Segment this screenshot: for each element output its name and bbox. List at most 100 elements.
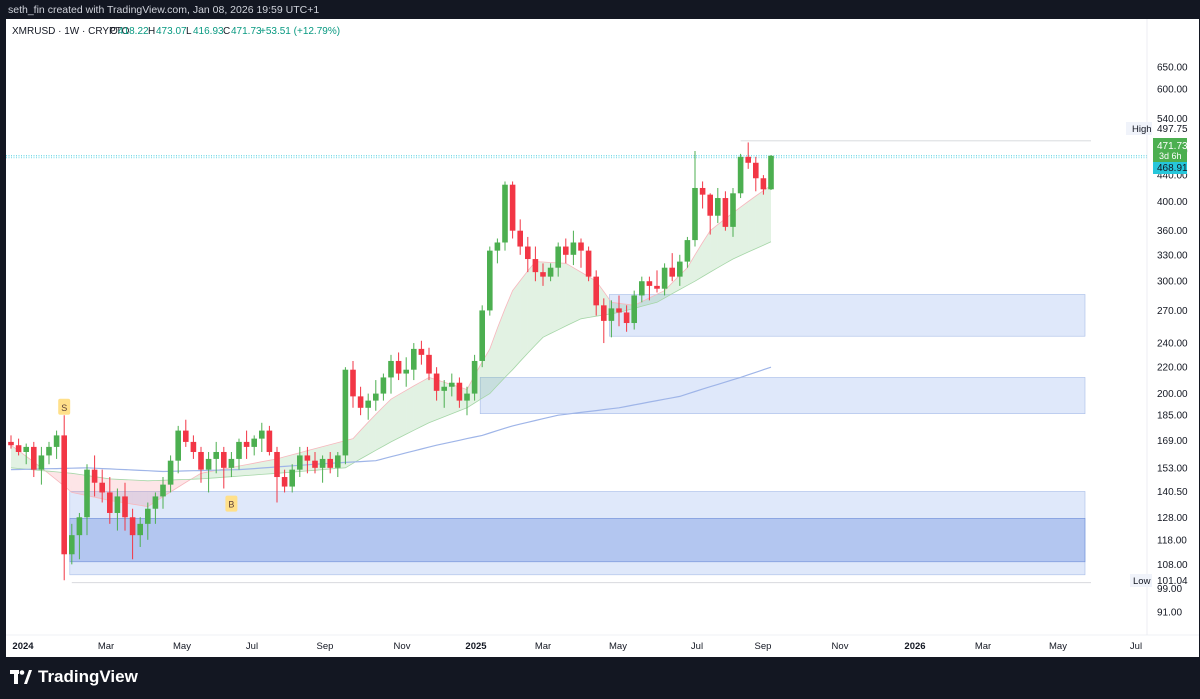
candle-body xyxy=(639,281,645,296)
ema-ribbon-segment xyxy=(717,218,726,268)
signal-badge xyxy=(225,495,238,512)
candle-body xyxy=(471,360,478,394)
time-tick-label: Mar xyxy=(98,641,114,652)
candle xyxy=(213,441,219,474)
candle-body xyxy=(654,285,660,289)
time-tick-label: May xyxy=(609,641,627,652)
candle xyxy=(768,155,774,191)
candle-body xyxy=(107,492,113,513)
tradingview-logo[interactable]: TradingView xyxy=(10,667,138,687)
candle-body xyxy=(585,250,592,277)
time-tick-label: 2024 xyxy=(12,641,34,652)
ema-ribbon-segment xyxy=(353,430,361,464)
ema-ribbon-segment xyxy=(406,385,414,435)
candle-body xyxy=(418,348,425,355)
candle xyxy=(502,181,508,251)
price-tick-label: 400.00 xyxy=(1157,197,1188,208)
high-value: 497.75 xyxy=(1157,124,1188,135)
price-tick-label: 153.00 xyxy=(1157,463,1188,474)
time-tick-label: Sep xyxy=(317,641,334,652)
ema-ribbon-segment xyxy=(421,377,429,427)
candle xyxy=(160,477,166,509)
price-tick-label: 330.00 xyxy=(1157,250,1188,261)
candle-body xyxy=(768,155,774,190)
credit-text: seth_fin created with TradingView.com, J… xyxy=(8,4,320,16)
candle xyxy=(221,446,227,489)
ema-ribbon-segment xyxy=(140,480,148,507)
countdown-value: 3d 6h xyxy=(1159,151,1182,161)
candle-body xyxy=(53,435,60,447)
candle-body xyxy=(608,308,615,321)
ema-ribbon-segment xyxy=(687,254,695,286)
ema-ribbon-segment xyxy=(527,261,536,354)
candle-body xyxy=(601,305,607,321)
candle xyxy=(289,464,295,493)
candle xyxy=(547,263,554,282)
candle-body xyxy=(281,477,288,487)
chart-area[interactable]: SB 650.00600.00540.00480.00440.00400.003… xyxy=(6,19,1199,657)
candle-body xyxy=(61,435,67,555)
candle xyxy=(357,386,364,416)
candle xyxy=(350,360,356,408)
candle-body xyxy=(84,469,90,518)
candle-body xyxy=(152,496,159,509)
candle xyxy=(167,455,174,493)
candle xyxy=(585,246,592,282)
candle-body xyxy=(312,460,318,468)
candle xyxy=(464,386,470,416)
price-tick-label: 118.00 xyxy=(1157,535,1187,546)
signal-letter: S xyxy=(61,403,67,413)
price-tick-label: 200.00 xyxy=(1157,389,1188,400)
demand-zone-1 xyxy=(609,294,1086,337)
candle xyxy=(631,290,637,330)
ema-ribbon-segment xyxy=(672,275,680,294)
legend-close-label: C xyxy=(223,26,230,37)
candle-body xyxy=(494,242,501,251)
ema-ribbon-segment xyxy=(360,422,369,459)
price-axis-layer: 650.00600.00540.00480.00440.00400.00360.… xyxy=(1146,19,1199,657)
price-axis-bg xyxy=(1147,19,1199,657)
candle xyxy=(365,393,371,420)
candle xyxy=(107,477,113,524)
candle-body xyxy=(205,458,212,470)
last-price-badge xyxy=(1153,138,1187,162)
candle-body xyxy=(38,455,45,470)
price-tick-label: 128.00 xyxy=(1157,513,1188,524)
candle-body xyxy=(365,400,371,408)
ema-ribbon-segment xyxy=(208,470,217,479)
candle xyxy=(479,305,485,368)
legend-high-value: 473.07 xyxy=(156,26,187,37)
candle-body xyxy=(760,178,767,190)
candle xyxy=(76,512,83,560)
brand-name: TradingView xyxy=(38,667,138,686)
candle xyxy=(433,367,440,401)
candle xyxy=(517,219,523,255)
price-tick-label: 300.00 xyxy=(1157,277,1188,288)
ema-ribbon-segment xyxy=(543,262,551,338)
candle-body xyxy=(487,250,493,311)
candle-body xyxy=(213,451,219,459)
low-value: 101.04 xyxy=(1157,576,1188,587)
candle-body xyxy=(129,517,136,536)
candle-body xyxy=(8,441,14,446)
low-label-box xyxy=(1130,574,1152,587)
candle xyxy=(570,230,577,266)
candlestick-chart[interactable]: SB 650.00600.00540.00480.00440.00400.003… xyxy=(6,19,1199,657)
candle-body xyxy=(737,156,744,194)
candle xyxy=(114,488,121,531)
ema-ribbon-segment xyxy=(664,282,673,298)
candle-body xyxy=(441,386,447,391)
candle xyxy=(730,187,736,237)
candle xyxy=(281,469,288,493)
time-tick-label: Nov xyxy=(832,641,849,652)
candle-body xyxy=(525,246,531,260)
candle-body xyxy=(114,496,121,513)
candle-body xyxy=(297,455,303,470)
zones-layer xyxy=(69,294,1086,576)
demand-zone-2 xyxy=(479,377,1086,415)
price-tick-label: 240.00 xyxy=(1157,339,1188,350)
candle-body xyxy=(319,458,326,468)
ema-ribbon-segment xyxy=(284,454,293,473)
candle-body xyxy=(243,441,250,447)
ema-ribbon-segment xyxy=(216,468,224,478)
